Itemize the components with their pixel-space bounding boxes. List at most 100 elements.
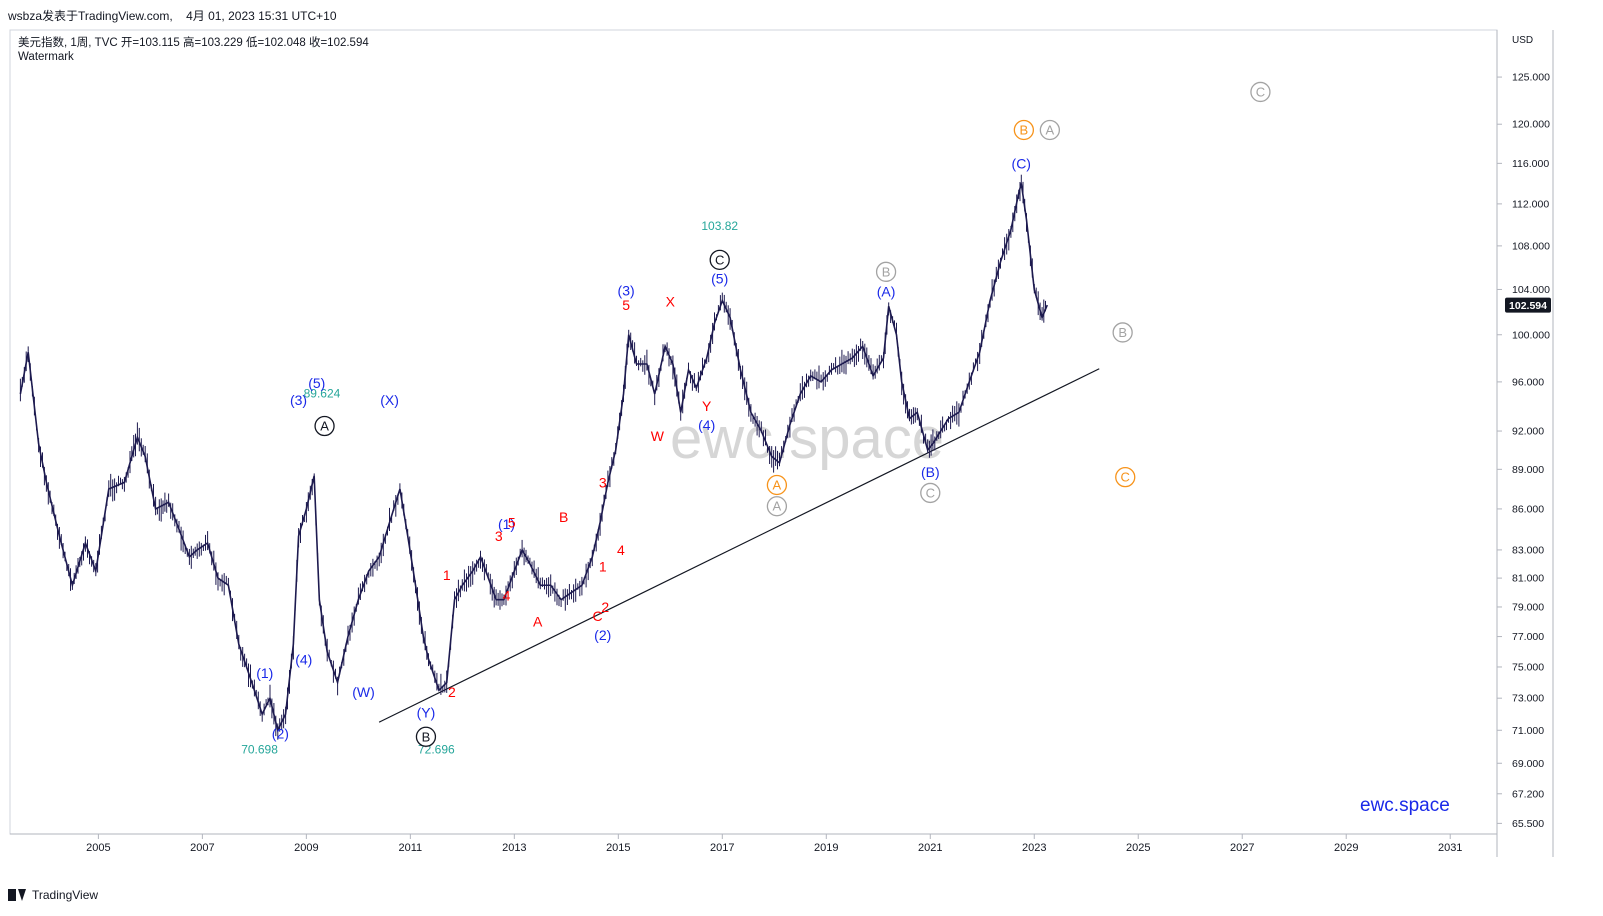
price-axis-label: 92.000 [1512, 426, 1544, 438]
time-axis-label: 2029 [1334, 842, 1358, 854]
wave-label: 3 [599, 474, 607, 490]
tradingview-footer[interactable]: TradingView [8, 888, 98, 902]
time-axis-label: 2013 [502, 842, 526, 854]
corner-watermark: ewc.space [1360, 795, 1450, 816]
wave-circle-marker [1039, 119, 1061, 141]
last-price-label: 102.594 [1509, 300, 1547, 312]
wave-circle-marker [709, 249, 730, 271]
time-axis-label: 2019 [814, 842, 838, 854]
wave-circle-label: B [422, 729, 431, 744]
wave-label: C [592, 608, 602, 624]
price-axis-label: 89.000 [1512, 464, 1544, 476]
wave-label: 5 [508, 514, 516, 530]
wave-circle-marker [1112, 322, 1133, 343]
wave-label: 1 [599, 559, 607, 575]
wave-circle-marker [1013, 119, 1035, 141]
currency-label: USD [1512, 35, 1533, 46]
wave-label: (4) [295, 651, 312, 667]
price-axis-label: 112.000 [1512, 198, 1549, 210]
price-axis-label: 73.000 [1512, 693, 1544, 705]
wave-label: 1 [443, 567, 451, 583]
time-axis-label: 2017 [710, 842, 734, 854]
wave-circle-marker [1250, 81, 1271, 103]
price-axis-label: 67.200 [1512, 788, 1544, 800]
price-value-annotation: 103.82 [701, 219, 738, 233]
time-axis-label: 2025 [1126, 842, 1150, 854]
wave-label: 4 [617, 542, 625, 558]
wave-circle-marker [314, 415, 335, 437]
price-axis-label: 104.000 [1512, 284, 1550, 296]
wave-label: (Y) [417, 705, 436, 721]
wave-circle-label: A [773, 499, 782, 514]
wave-label: (4) [698, 417, 715, 433]
wave-circle-label: B [882, 264, 891, 279]
wave-circle-marker [415, 726, 437, 747]
wave-circle-label: B [1118, 325, 1127, 340]
wave-circle-marker [766, 496, 788, 517]
timestamp: 4月 01, 2023 15:31 UTC+10 [186, 9, 337, 23]
support-trendline[interactable] [378, 368, 1100, 723]
wave-circle-marker [766, 474, 788, 496]
time-axis-label: 2021 [918, 842, 942, 854]
time-axis-label: 2027 [1230, 842, 1254, 854]
wave-label: (1) [498, 516, 515, 532]
wave-label: (5) [711, 270, 728, 286]
wave-circle-label: B [1020, 122, 1029, 137]
wave-label: 5 [622, 297, 630, 313]
price-axis-label: 108.000 [1512, 240, 1550, 252]
time-axis-label: 2031 [1438, 842, 1462, 854]
price-axis-label: 71.000 [1512, 725, 1544, 737]
price-axis-label: 79.000 [1512, 601, 1544, 613]
attribution-text[interactable]: wsbza发表于TradingView.com, [8, 9, 173, 23]
time-axis-label: 2007 [190, 842, 214, 854]
wave-label: (W) [352, 684, 375, 700]
time-axis-label: 2005 [86, 842, 110, 854]
wave-circle-label: C [926, 485, 935, 500]
wave-label: (5) [308, 375, 325, 391]
watermark-subtitle: Watermark [18, 51, 74, 63]
time-axis-label: 2023 [1022, 842, 1046, 854]
tradingview-logo-icon [8, 889, 26, 901]
price-axis-label: 65.500 [1512, 818, 1544, 830]
wave-label: X [666, 294, 676, 310]
price-axis-label: 81.000 [1512, 573, 1544, 585]
wave-label: 2 [448, 684, 456, 700]
wave-circle-label: C [1256, 84, 1265, 99]
time-axis-label: 2015 [606, 842, 630, 854]
price-value-annotation: 89.624 [304, 387, 341, 401]
time-axis-label: 2009 [294, 842, 318, 854]
price-axis-label: 100.000 [1512, 329, 1550, 341]
wave-label: W [651, 428, 665, 444]
wave-label: A [533, 614, 543, 630]
wave-label: (2) [594, 627, 611, 643]
wave-circle-marker [875, 261, 897, 282]
wave-circle-label: A [773, 478, 782, 493]
wave-circle-label: C [715, 252, 724, 267]
time-axis-label: 2011 [399, 842, 423, 854]
wave-circle-marker [920, 482, 941, 504]
price-axis-label: 125.000 [1512, 72, 1550, 84]
wave-circle-marker [1115, 466, 1136, 488]
wave-label: (A) [877, 284, 896, 300]
wave-label: (2) [272, 726, 289, 742]
wave-label: 4 [503, 587, 511, 603]
wave-circle-label: A [320, 419, 329, 434]
price-axis-label: 83.000 [1512, 544, 1544, 556]
wave-label: (B) [921, 464, 940, 480]
symbol-legend[interactable]: 美元指数, 1周, TVC 开=103.115 高=103.229 低=102.… [18, 37, 369, 49]
wave-label: 3 [495, 528, 503, 544]
wave-circle-label: C [1121, 470, 1130, 485]
wave-label: (3) [290, 392, 307, 408]
wave-label: (3) [618, 283, 635, 299]
wave-label: (1) [256, 665, 273, 681]
wave-label: Y [702, 398, 712, 414]
price-axis-label: 77.000 [1512, 631, 1544, 643]
wave-circle-label: A [1046, 122, 1055, 137]
price-axis-label: 69.000 [1512, 758, 1544, 770]
price-axis-label: 116.000 [1512, 158, 1549, 170]
price-axis-label: 75.000 [1512, 661, 1544, 673]
price-axis-label: 96.000 [1512, 376, 1544, 388]
last-price-tag[interactable] [1505, 297, 1551, 313]
footer-brand: TradingView [32, 888, 99, 902]
